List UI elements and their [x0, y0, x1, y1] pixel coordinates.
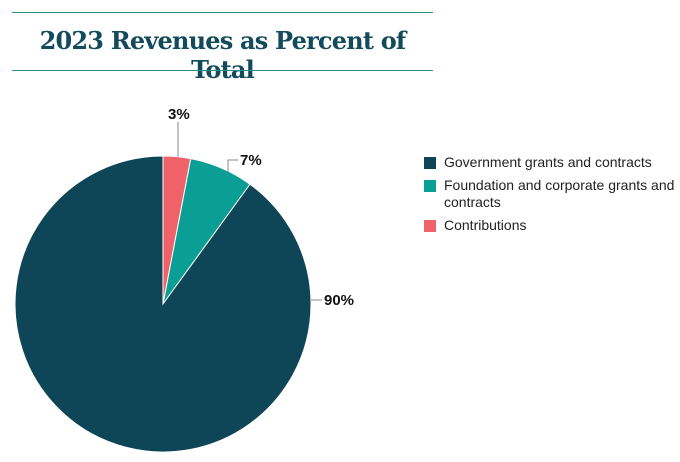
legend-item-foundation: Foundation and corporate grants and cont… [424, 177, 680, 211]
legend-swatch [424, 220, 436, 232]
leader-line-7 [227, 159, 238, 172]
legend-label: Foundation and corporate grants and cont… [444, 177, 675, 210]
legend-swatch [424, 180, 436, 192]
data-label-government: 90% [324, 292, 354, 309]
legend-label: Contributions [444, 217, 527, 233]
legend-item-contributions: Contributions [424, 217, 680, 234]
chart-title: 2023 Revenues as Percent of Total [39, 26, 407, 84]
data-label-contributions: 3% [168, 106, 190, 123]
title-rule-top [12, 12, 433, 13]
legend: Government grants and contracts Foundati… [424, 154, 680, 240]
legend-swatch [424, 157, 436, 169]
title-rule-bottom [12, 70, 433, 71]
data-label-foundation: 7% [240, 152, 262, 169]
legend-item-government: Government grants and contracts [424, 154, 680, 171]
legend-label: Government grants and contracts [444, 154, 652, 170]
pie-slice-government [14, 155, 312, 453]
